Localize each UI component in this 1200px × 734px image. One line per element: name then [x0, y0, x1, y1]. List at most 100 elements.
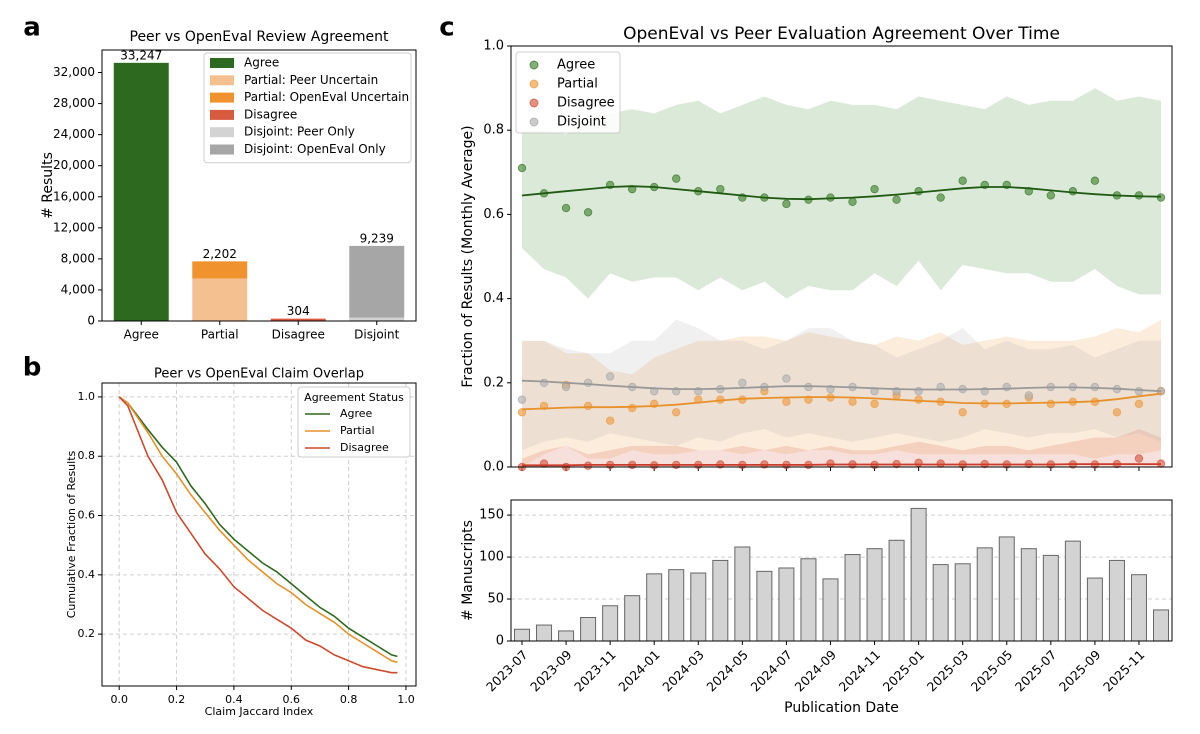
- point: [517, 395, 527, 404]
- bar: [558, 630, 575, 642]
- point: [1134, 387, 1144, 396]
- bar: [844, 554, 861, 642]
- bar: [580, 617, 597, 642]
- y-tick-label: 28,000: [53, 96, 95, 110]
- point: [1024, 391, 1033, 400]
- legend-label: Disjoint: OpenEval Only: [244, 142, 386, 156]
- chart-title: Peer vs OpenEval Claim Overlap: [154, 367, 364, 382]
- trend-line: [521, 185, 1162, 201]
- x-axis-label: Claim Jaccard Index: [205, 705, 314, 718]
- point: [848, 197, 857, 206]
- point: [561, 203, 571, 213]
- y-tick-label: 1.0: [78, 390, 96, 403]
- y-tick-label: 0.2: [78, 627, 96, 640]
- x-tick-label: 2024-05: [703, 647, 751, 695]
- legend-title: Agreement Status: [304, 391, 404, 404]
- axes-frame: [510, 45, 1173, 468]
- point: [672, 408, 681, 417]
- legend-label: Agree: [244, 56, 279, 70]
- point: [605, 372, 615, 381]
- axes-frame: [510, 499, 1173, 642]
- bar-segment: [270, 318, 326, 321]
- legend-label: Partial: [340, 424, 375, 437]
- y-axis-label: Fraction of Results (Monthly Average): [460, 125, 476, 387]
- x-tick-label: 0.4: [225, 693, 243, 706]
- point: [583, 378, 593, 387]
- x-tick-label: 2023-07: [483, 647, 531, 695]
- point: [1046, 399, 1056, 409]
- band: [522, 88, 1161, 299]
- value-label: 2,202: [203, 247, 237, 261]
- point: [1112, 408, 1122, 417]
- legend-label: Agree: [340, 407, 373, 420]
- y-tick-label: 8,000: [61, 251, 95, 265]
- x-tick-label: 2024-03: [659, 647, 707, 695]
- legend-box: [203, 52, 412, 164]
- point: [870, 399, 879, 409]
- point: [627, 403, 637, 413]
- legend-marker: [529, 98, 539, 108]
- trend-line: [521, 379, 1162, 393]
- legend-label: Agree: [557, 58, 595, 73]
- x-tick-label: Partial: [201, 328, 239, 342]
- y-tick-label: 0.8: [483, 123, 504, 138]
- legend-marker: [529, 60, 539, 70]
- band: [522, 429, 1161, 467]
- bar: [1086, 577, 1103, 642]
- x-tick-label: 2023-11: [571, 647, 619, 695]
- y-tick-label: 12,000: [53, 220, 95, 234]
- bar: [800, 558, 817, 642]
- y-tick-label: 150: [479, 508, 504, 523]
- trend-line: [521, 392, 1162, 411]
- bar: [646, 573, 663, 642]
- point: [539, 378, 549, 387]
- bar: [910, 507, 927, 642]
- value-label: 9,239: [360, 231, 394, 245]
- point: [782, 397, 791, 406]
- legend-label: Disjoint: Peer Only: [244, 125, 355, 139]
- bar: [1020, 548, 1037, 642]
- legend-label: Disagree: [557, 96, 615, 111]
- legend-box: [297, 386, 411, 458]
- x-tick-label: 2025-05: [968, 647, 1016, 695]
- legend-swatch: [210, 75, 234, 86]
- legend-swatch: [210, 109, 234, 120]
- legend-swatch: [210, 127, 234, 138]
- point: [672, 174, 681, 183]
- chart-title: OpenEval vs Peer Evaluation Agreement Ov…: [623, 24, 1060, 44]
- x-tick-label: 0.8: [340, 693, 358, 706]
- bar: [932, 564, 949, 642]
- legend-label: Disagree: [244, 107, 297, 121]
- point: [1068, 187, 1078, 196]
- x-tick-label: 2025-11: [1100, 647, 1148, 695]
- bar: [1064, 540, 1081, 642]
- point: [914, 395, 923, 404]
- bar: [756, 570, 773, 642]
- point: [1002, 382, 1011, 392]
- value-label: 304: [287, 304, 310, 318]
- point: [583, 208, 593, 217]
- x-tick-label: 2025-03: [924, 647, 972, 695]
- point: [583, 401, 593, 411]
- point: [870, 184, 879, 194]
- point: [782, 374, 791, 383]
- point: [517, 163, 527, 173]
- bar: [1153, 609, 1169, 642]
- legend-label: Partial: Peer Uncertain: [244, 73, 378, 87]
- value-label: 33,247: [120, 48, 162, 62]
- bar-segment: [192, 278, 248, 321]
- bar: [668, 569, 685, 642]
- bar-segment: [113, 62, 169, 321]
- chart-title: Peer vs OpenEval Review Agreement: [130, 29, 390, 45]
- point: [716, 184, 725, 194]
- band: [522, 319, 1161, 451]
- line-series: [118, 396, 398, 674]
- y-axis-label: Cumulative Fraction of Results: [65, 450, 78, 618]
- x-tick-label: Agree: [124, 328, 159, 342]
- legend-marker: [529, 79, 539, 89]
- legend-label: Partial: OpenEval Uncertain: [244, 90, 409, 104]
- y-tick-label: 0.8: [78, 449, 96, 462]
- bar-segment: [349, 245, 405, 318]
